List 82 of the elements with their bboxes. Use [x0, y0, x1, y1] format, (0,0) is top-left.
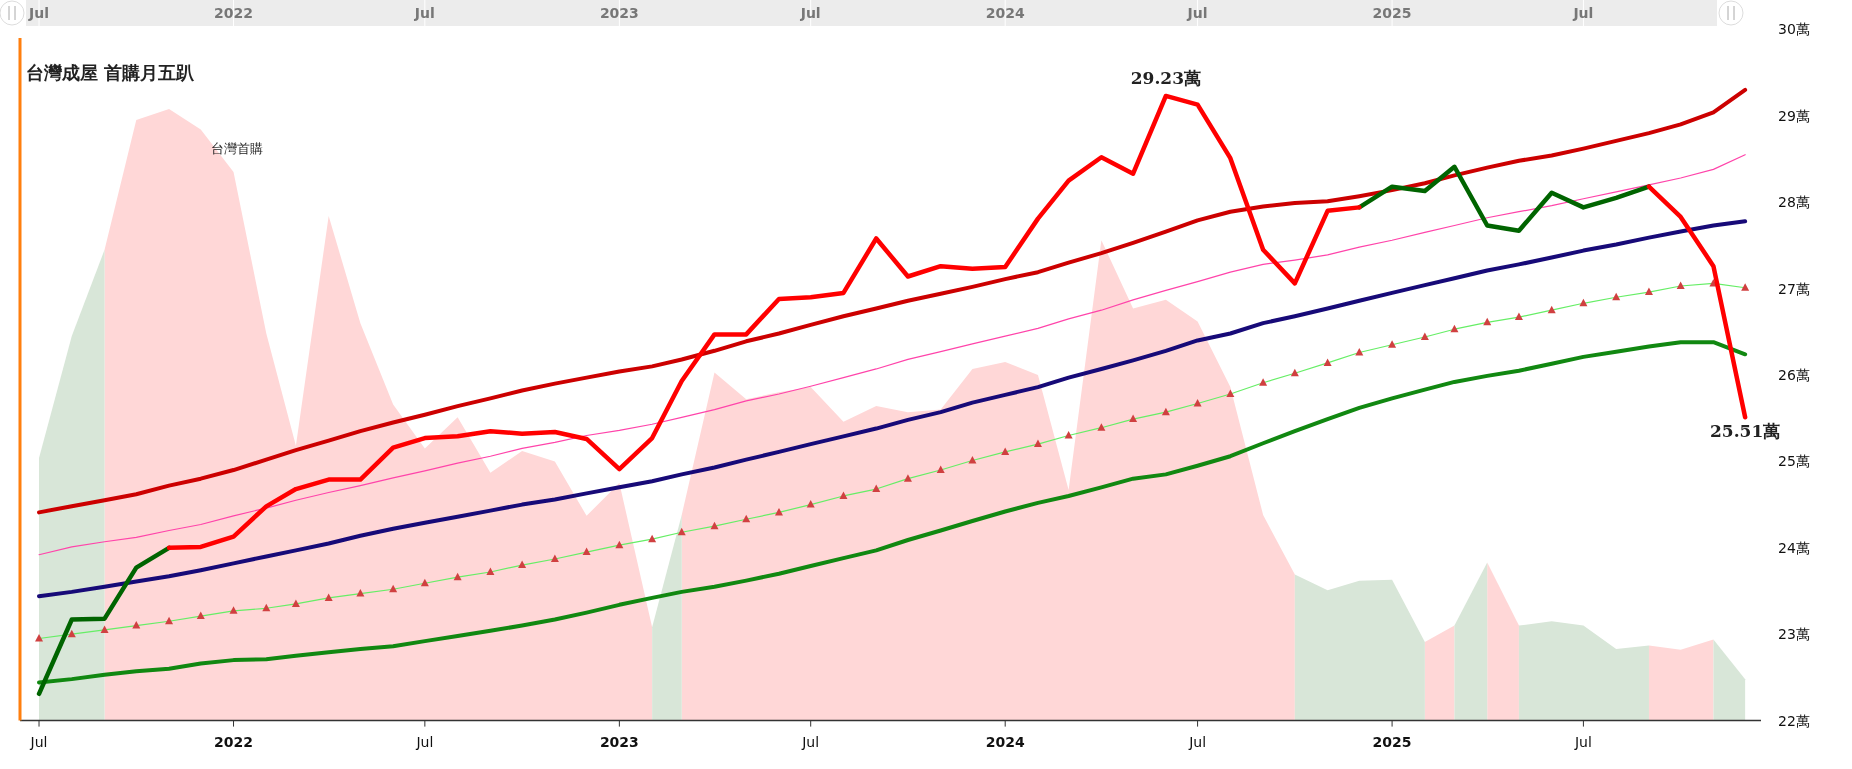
point	[1514, 312, 1523, 321]
point	[1450, 324, 1459, 333]
text: 2023	[599, 733, 639, 750]
point	[1483, 317, 1492, 326]
point	[1226, 389, 1235, 398]
point	[1323, 358, 1332, 366]
point	[1001, 447, 1010, 455]
x-tick-label: 2024	[985, 5, 1025, 21]
point	[1579, 298, 1588, 307]
text: Jul	[802, 733, 820, 750]
y-tick-label: 25萬	[1778, 453, 1810, 470]
point	[1290, 368, 1299, 377]
point	[582, 547, 591, 556]
point	[67, 629, 76, 638]
point	[165, 616, 174, 625]
point	[132, 621, 141, 629]
point	[1741, 283, 1750, 291]
point	[903, 474, 912, 482]
y-tick-label: 27萬	[1778, 280, 1810, 297]
point	[968, 456, 977, 464]
point	[389, 584, 398, 593]
y-tick-label: 23萬	[1778, 626, 1810, 643]
x-tick-label: 2025	[1372, 5, 1412, 21]
x-tick-label: Jul	[1572, 5, 1594, 21]
point	[1612, 292, 1621, 301]
point	[1644, 287, 1653, 296]
x-tick-label: 2022	[214, 5, 254, 21]
point	[324, 593, 333, 601]
annotation: 25.51萬	[1710, 421, 1781, 442]
text: Jul	[416, 733, 434, 750]
point	[1547, 305, 1556, 314]
point	[1259, 378, 1268, 386]
point	[1097, 423, 1106, 431]
y-tick-label: 28萬	[1778, 194, 1810, 211]
point	[453, 572, 462, 581]
point	[1388, 340, 1397, 348]
point	[1420, 332, 1429, 340]
annotation: 29.23萬	[1130, 67, 1201, 88]
x-tick-label: Jul	[799, 5, 821, 21]
x-tick-label: 2023	[599, 5, 639, 21]
point	[486, 567, 495, 575]
point	[420, 578, 429, 587]
y-tick-label: 30萬	[1778, 21, 1810, 38]
text: Jul	[1189, 733, 1207, 750]
point	[100, 625, 109, 633]
text: 2022	[214, 733, 254, 750]
point	[196, 611, 205, 620]
point	[35, 634, 44, 642]
text: Jul	[1574, 733, 1592, 750]
text: 2025	[1372, 733, 1412, 750]
point	[648, 534, 657, 543]
point	[1129, 414, 1138, 423]
point	[1033, 439, 1042, 448]
x-tick-label: Jul	[413, 5, 435, 21]
x-tick-label: Jul	[28, 5, 50, 21]
y-tick-label: 24萬	[1778, 539, 1810, 556]
point	[872, 484, 881, 493]
point	[550, 554, 559, 563]
point	[936, 465, 945, 474]
x-tick-label: Jul	[1186, 5, 1208, 21]
point	[1355, 348, 1364, 356]
point	[229, 606, 238, 614]
text: 台灣成屋 首購月五趴	[26, 62, 196, 83]
point	[806, 500, 815, 508]
point	[677, 527, 686, 536]
series-label: 台灣首購	[211, 140, 264, 156]
point	[356, 589, 365, 597]
point	[1676, 281, 1685, 290]
point	[518, 560, 527, 569]
point	[710, 521, 719, 530]
point	[1161, 407, 1170, 416]
y-tick-label: 26萬	[1778, 367, 1810, 383]
text: 2024	[985, 733, 1025, 750]
point	[742, 514, 751, 523]
point	[1193, 399, 1202, 407]
point	[839, 491, 848, 499]
point	[262, 603, 271, 612]
y-tick-label: 22萬	[1778, 712, 1810, 729]
text: Jul	[30, 733, 48, 750]
point	[615, 540, 624, 549]
y-tick-label: 29萬	[1778, 107, 1810, 124]
point	[291, 599, 300, 607]
